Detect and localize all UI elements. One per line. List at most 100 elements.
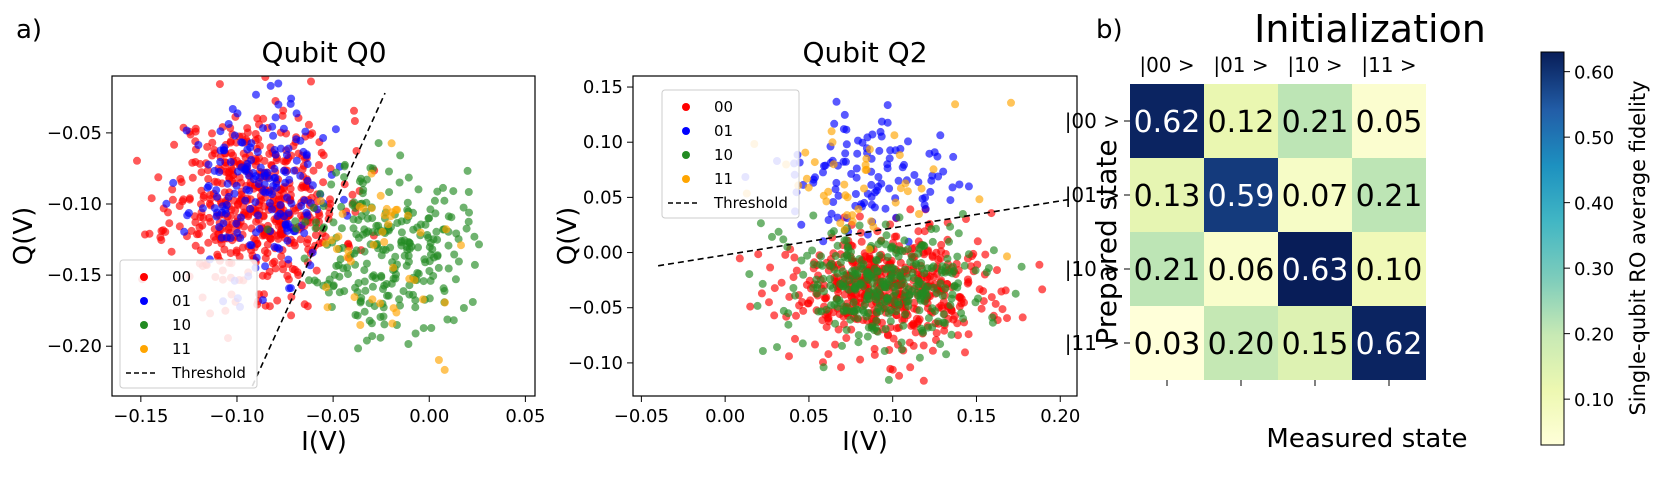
data-point [886,244,895,253]
data-point [270,164,279,173]
data-point [353,311,362,320]
data-point [380,281,389,290]
data-point [784,320,793,329]
data-point [360,307,369,316]
data-point [840,225,849,234]
data-point [841,149,850,158]
data-point [310,276,319,285]
data-point [818,261,827,270]
data-point [147,194,156,203]
data-point [426,276,435,285]
data-point [350,293,359,302]
data-point [906,258,915,266]
data-point [881,220,890,229]
data-point [284,144,293,153]
data-point [757,289,766,298]
data-point [875,146,884,155]
data-point [894,176,903,185]
data-point [851,277,860,286]
data-point [232,248,241,257]
data-point [988,318,997,327]
data-point [897,338,906,347]
data-point [241,196,250,205]
data-point [331,125,340,134]
data-point [449,187,458,196]
heatmap-cell [1278,232,1352,306]
data-point [322,283,331,292]
data-point [735,254,744,263]
data-point [806,296,815,305]
data-point [766,263,775,272]
legend-marker-00 [682,103,690,111]
data-point [862,154,871,163]
data-point [329,282,338,291]
data-point [261,76,270,82]
data-point [928,323,937,332]
data-point [387,139,396,148]
data-point [198,204,207,213]
data-point [892,307,901,316]
data-point [895,371,904,380]
data-point [971,298,980,307]
data-point [196,246,205,255]
data-point [444,264,453,273]
data-point [319,178,328,187]
data-point [215,168,224,176]
y-category-label: |01 > [1065,183,1120,207]
y-category-label: |00 > [1065,109,1120,133]
data-point [255,141,264,150]
data-point [277,252,286,261]
data-point [263,225,272,234]
data-point [431,209,440,218]
data-point [883,160,892,169]
data-point [168,185,177,194]
data-point [259,124,267,133]
data-point [283,271,292,280]
data-point [161,227,170,236]
data-point [836,219,845,228]
data-point [420,255,429,264]
data-point [961,348,969,357]
data-point [836,280,845,288]
data-point [355,177,364,186]
data-point [896,268,904,277]
data-point [281,178,290,187]
data-point [936,279,945,288]
x-tick-label: 0.00 [705,406,745,427]
data-point [841,191,850,200]
data-point [226,158,235,166]
data-point [870,344,879,353]
y-tick-label: 0.15 [583,77,623,98]
data-point [860,184,868,193]
data-point [252,228,260,237]
heatmap-cell-label: 0.12 [1208,105,1275,140]
data-point [272,183,281,192]
data-point [854,338,863,347]
data-point [292,109,301,118]
data-point [197,168,206,177]
data-point [919,241,928,250]
data-point [820,287,828,296]
data-point [827,229,836,238]
data-point [824,216,833,224]
data-point [945,237,953,246]
data-point [203,142,212,151]
chart-title: Qubit Q2 [802,36,927,69]
x-axis-label: I(V) [842,427,888,457]
data-point [991,299,1000,308]
data-point [817,252,825,261]
data-point [247,155,256,164]
data-point [869,289,878,298]
data-point [903,273,912,282]
heatmap-cell [1204,232,1278,306]
data-point [376,299,385,308]
data-point [204,182,213,190]
data-point [405,290,414,299]
data-point [311,231,320,240]
data-point [977,304,986,313]
data-point [165,219,174,228]
data-point [895,213,904,222]
data-point [319,134,328,142]
heatmap-cell-label: 0.21 [1134,253,1201,288]
data-point [416,228,425,237]
